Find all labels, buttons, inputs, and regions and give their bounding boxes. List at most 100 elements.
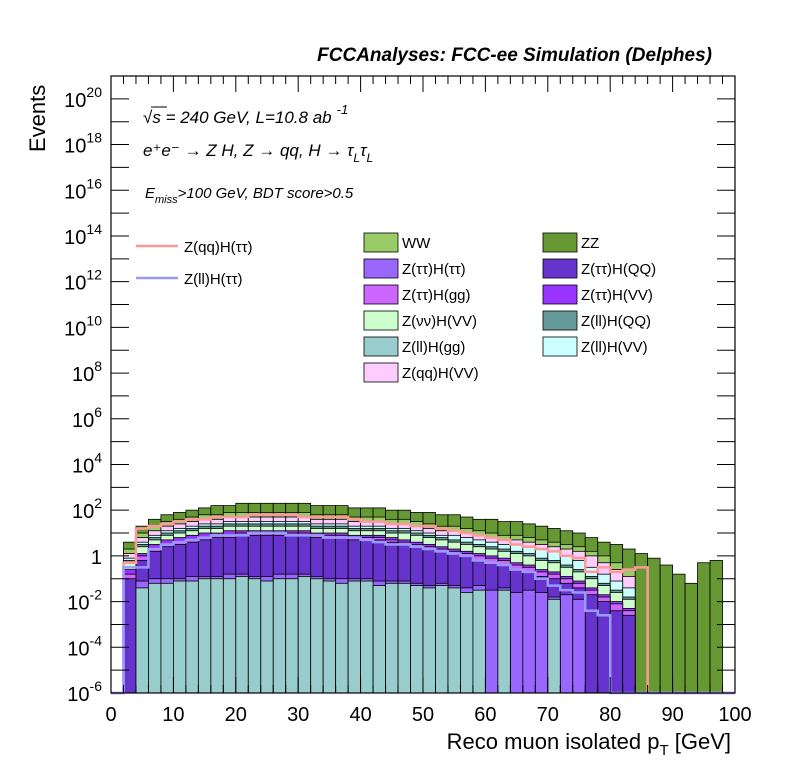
- bar-zz-42: [634, 553, 649, 694]
- bar-zz-48: [709, 560, 723, 694]
- bar-z-ll-h-gg-3: [148, 582, 162, 694]
- x-tick-label-0: 0: [105, 704, 116, 726]
- bar-z-ll-h-gg-10: [235, 576, 249, 694]
- line-z-ll-h-tautau: [111, 531, 735, 695]
- bar-z-ll-h-gg-29: [472, 589, 486, 694]
- x-axis: 0 10 20 30 40 50 60 70 80 90 100: [105, 76, 752, 726]
- legend-label-z-ll-h-qq: Z(ll)H(QQ): [581, 313, 651, 330]
- bar-z-tautau-h-tautau-30: [484, 589, 499, 694]
- bar-zz-47: [697, 562, 711, 694]
- x-tick-label-90: 90: [661, 704, 683, 726]
- legend-label-z-tautau-h-qq: Z(ττ)H(QQ): [581, 261, 656, 278]
- histogram-bars: [123, 502, 723, 694]
- x-tick-label-60: 60: [474, 704, 496, 726]
- bar-z-tautau-h-tautau-37: [572, 598, 586, 694]
- x-tick-label-40: 40: [349, 704, 371, 726]
- legend-swatch-z-ll-h-vv: [542, 336, 578, 357]
- bar-z-tautau-h-qq-38: [584, 594, 599, 694]
- bar-z-ll-h-gg-22: [385, 582, 399, 694]
- y-tick-label--6: 10-6: [67, 678, 102, 706]
- y-tick-label-8: 108: [72, 358, 102, 386]
- bar-z-ll-h-gg-21: [372, 585, 386, 694]
- bar-z-ll-h-gg-35: [547, 598, 561, 694]
- y-tick-label-16: 1016: [64, 175, 102, 203]
- legend-swatch-z-tautau-h-tautau: [363, 258, 399, 279]
- legend-label-z-qq-h-tautau: Z(qq)H(ττ): [184, 239, 253, 256]
- y-axis: 1020 1018 1016 1014 1012 1010 108 106 104 102 1 10-…: [64, 75, 735, 706]
- bar-z-ll-h-gg-7: [197, 578, 212, 694]
- legend-label-z-tautau-h-tautau: Z(ττ)H(ττ): [402, 261, 466, 278]
- bar-z-ll-h-gg-20: [360, 580, 374, 694]
- y-tick-label--2: 10-2: [67, 587, 102, 615]
- bar-z-ll-h-gg-2: [135, 587, 149, 694]
- bar-z-ll-h-gg-11: [247, 578, 262, 694]
- legend-swatch-z-tautau-h-qq: [542, 258, 578, 279]
- bar-z-tautau-h-tautau-36: [559, 594, 574, 694]
- bar-z-ll-h-gg-17: [322, 580, 337, 694]
- x-tick-label-70: 70: [537, 704, 559, 726]
- annotation-process: e⁺e⁻ → Z H, Z → qq, H → τLτL: [143, 141, 373, 165]
- bar-z-ll-h-gg-15: [297, 576, 312, 694]
- bar-z-ll-h-gg-12: [260, 580, 274, 694]
- bar-z-ll-h-gg-9: [222, 578, 237, 694]
- legend-label-ww: WW: [402, 235, 431, 252]
- legend-swatch-ww: [363, 232, 399, 253]
- x-tick-label-80: 80: [599, 704, 621, 726]
- bar-z-ll-h-gg-6: [185, 580, 199, 694]
- legend-label-z-tautau-h-vv: Z(ττ)H(VV): [581, 287, 653, 304]
- legend-label-z-nunu-h-vv: Z(νν)H(VV): [402, 313, 477, 330]
- legend-swatch-z-tautau-h-vv: [542, 284, 578, 305]
- annotations: √s = 240 GeV, L=10.8 ab -1 e⁺e⁻ → Z H, Z …: [143, 102, 373, 206]
- y-tick-label-12: 1012: [64, 267, 102, 295]
- x-tick-label-50: 50: [412, 704, 434, 726]
- bar-z-ll-h-gg-24: [410, 585, 424, 694]
- annotation-selection: Emiss>100 GeV, BDT score>0.5: [145, 185, 354, 206]
- bar-z-tautau-h-qq-1: [123, 578, 137, 694]
- legend-swatch-z-ll-h-gg: [363, 336, 399, 357]
- y-tick-label-0: 1: [91, 547, 102, 569]
- bar-z-ll-h-gg-16: [310, 578, 324, 694]
- bar-z-ll-h-gg-23: [397, 582, 411, 694]
- legend-swatch-zz: [542, 232, 578, 253]
- y-tick-label-6: 106: [72, 404, 102, 432]
- bar-z-ll-h-gg-28: [460, 592, 474, 694]
- bar-z-ll-h-gg-27: [447, 587, 461, 694]
- legend-label-z-ll-h-tautau: Z(ll)H(ττ): [184, 271, 243, 288]
- bar-z-tautau-h-tautau-33: [522, 589, 536, 694]
- bar-z-ll-h-gg-26: [435, 585, 449, 694]
- bar-zz-45: [672, 573, 686, 694]
- line-z-qq-h-tautau: [111, 513, 735, 695]
- bar-z-ll-h-gg-19: [347, 580, 361, 694]
- bar-z-tautau-h-tautau-32: [509, 592, 524, 694]
- bar-z-tautau-h-qq-40: [609, 610, 624, 694]
- legend-swatch-z-ll-h-qq: [542, 310, 578, 331]
- x-tick-label-10: 10: [162, 704, 184, 726]
- bar-z-ll-h-gg-31: [497, 589, 511, 694]
- x-axis-title: Reco muon isolated pT [GeV]: [447, 729, 731, 759]
- legend: Z(qq)H(ττ) Z(ll)H(ττ) WW ZZ Z(ττ)H(ττ) Z(ττ)H…: [136, 232, 656, 383]
- y-tick-label-2: 102: [72, 495, 102, 523]
- legend-label-z-tautau-h-gg: Z(ττ)H(gg): [402, 287, 471, 304]
- legend-swatch-z-nunu-h-vv: [363, 310, 399, 331]
- series-z-ll-h-gg: [135, 576, 561, 694]
- y-tick-label-10: 1010: [64, 312, 102, 340]
- bar-z-ll-h-gg-18: [335, 582, 349, 694]
- y-tick-label-18: 1018: [64, 130, 102, 158]
- histogram-lines: [111, 513, 735, 695]
- bar-zz-46: [684, 582, 698, 694]
- bar-z-tautau-h-qq-41: [622, 614, 636, 694]
- y-axis-title: Events: [25, 85, 50, 152]
- bar-z-ll-h-gg-4: [160, 582, 174, 694]
- x-tick-label-30: 30: [287, 704, 309, 726]
- x-tick-label-100: 100: [718, 704, 751, 726]
- bar-z-ll-h-gg-25: [422, 587, 436, 694]
- y-tick-label--4: 10-4: [67, 632, 102, 660]
- bar-z-ll-h-gg-14: [285, 578, 299, 694]
- legend-swatch-z-qq-h-vv: [363, 362, 399, 383]
- legend-swatch-z-tautau-h-gg: [363, 284, 399, 305]
- legend-label-z-ll-h-vv: Z(ll)H(VV): [581, 339, 648, 356]
- y-tick-label-20: 1020: [64, 84, 102, 112]
- legend-label-zz: ZZ: [581, 235, 599, 252]
- x-tick-label-20: 20: [225, 704, 247, 726]
